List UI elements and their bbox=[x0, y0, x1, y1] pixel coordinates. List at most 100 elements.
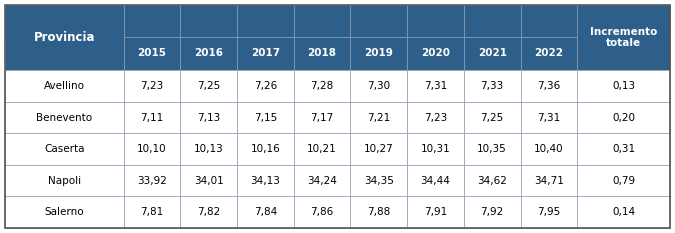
Text: 7,92: 7,92 bbox=[481, 207, 504, 217]
Text: 7,86: 7,86 bbox=[310, 207, 333, 217]
Text: 34,01: 34,01 bbox=[194, 176, 223, 186]
Text: Benevento: Benevento bbox=[36, 113, 92, 123]
Bar bbox=[520, 70, 577, 102]
Bar bbox=[520, 196, 577, 228]
Bar bbox=[577, 70, 670, 102]
Bar bbox=[5, 70, 124, 102]
Bar bbox=[464, 37, 520, 70]
Bar bbox=[124, 5, 180, 37]
Text: 7,33: 7,33 bbox=[481, 81, 504, 91]
Bar bbox=[520, 134, 577, 165]
Bar bbox=[237, 134, 294, 165]
Text: 7,82: 7,82 bbox=[197, 207, 220, 217]
Bar bbox=[407, 102, 464, 134]
Text: Avellino: Avellino bbox=[44, 81, 85, 91]
Bar bbox=[350, 5, 407, 37]
Bar bbox=[237, 165, 294, 196]
Text: 34,35: 34,35 bbox=[364, 176, 394, 186]
Bar bbox=[350, 196, 407, 228]
Text: 7,88: 7,88 bbox=[367, 207, 390, 217]
Bar bbox=[237, 196, 294, 228]
Text: 34,71: 34,71 bbox=[534, 176, 564, 186]
Bar bbox=[407, 196, 464, 228]
Text: 7,11: 7,11 bbox=[140, 113, 163, 123]
Bar bbox=[5, 134, 124, 165]
Bar bbox=[124, 70, 180, 102]
Text: 10,27: 10,27 bbox=[364, 144, 394, 154]
Text: Caserta: Caserta bbox=[44, 144, 84, 154]
Text: 0,79: 0,79 bbox=[612, 176, 635, 186]
Text: 10,35: 10,35 bbox=[477, 144, 507, 154]
Text: 10,16: 10,16 bbox=[250, 144, 280, 154]
Bar bbox=[180, 134, 237, 165]
Bar bbox=[237, 5, 294, 37]
Text: 7,17: 7,17 bbox=[310, 113, 333, 123]
Bar bbox=[520, 5, 577, 37]
Bar bbox=[294, 134, 350, 165]
Text: 7,28: 7,28 bbox=[310, 81, 333, 91]
Bar bbox=[407, 37, 464, 70]
Bar bbox=[407, 134, 464, 165]
Text: 10,10: 10,10 bbox=[137, 144, 167, 154]
Text: Incremento
totale: Incremento totale bbox=[590, 27, 657, 48]
Bar bbox=[577, 5, 670, 37]
Text: 7,30: 7,30 bbox=[367, 81, 390, 91]
Text: 0,31: 0,31 bbox=[612, 144, 635, 154]
Bar bbox=[294, 196, 350, 228]
Bar bbox=[350, 102, 407, 134]
Bar bbox=[464, 70, 520, 102]
Text: 2017: 2017 bbox=[251, 48, 280, 58]
Bar bbox=[294, 165, 350, 196]
Bar bbox=[520, 102, 577, 134]
Bar bbox=[350, 165, 407, 196]
Text: 0,14: 0,14 bbox=[612, 207, 635, 217]
Bar bbox=[294, 37, 350, 70]
Text: 2019: 2019 bbox=[364, 48, 393, 58]
Bar bbox=[350, 70, 407, 102]
Text: 2022: 2022 bbox=[535, 48, 564, 58]
Bar bbox=[294, 70, 350, 102]
Text: 10,21: 10,21 bbox=[307, 144, 337, 154]
Text: 7,91: 7,91 bbox=[424, 207, 447, 217]
Text: 2018: 2018 bbox=[308, 48, 337, 58]
Text: Napoli: Napoli bbox=[48, 176, 81, 186]
Bar bbox=[5, 5, 124, 37]
Bar bbox=[464, 5, 520, 37]
Bar bbox=[180, 165, 237, 196]
Bar bbox=[464, 196, 520, 228]
Text: 7,21: 7,21 bbox=[367, 113, 390, 123]
Bar bbox=[5, 196, 124, 228]
Text: 7,25: 7,25 bbox=[481, 113, 504, 123]
Bar bbox=[180, 196, 237, 228]
Text: 2015: 2015 bbox=[138, 48, 167, 58]
Bar bbox=[407, 70, 464, 102]
Bar bbox=[577, 102, 670, 134]
Text: 0,20: 0,20 bbox=[612, 113, 635, 123]
Bar bbox=[407, 5, 464, 37]
Bar bbox=[577, 134, 670, 165]
Bar bbox=[520, 37, 577, 70]
Text: 33,92: 33,92 bbox=[137, 176, 167, 186]
Text: 0,13: 0,13 bbox=[612, 81, 635, 91]
Bar bbox=[577, 196, 670, 228]
Text: 7,84: 7,84 bbox=[254, 207, 277, 217]
Text: 7,31: 7,31 bbox=[537, 113, 560, 123]
Bar bbox=[237, 102, 294, 134]
Text: 34,44: 34,44 bbox=[421, 176, 450, 186]
Text: 34,62: 34,62 bbox=[477, 176, 507, 186]
Bar bbox=[124, 165, 180, 196]
Bar bbox=[464, 102, 520, 134]
Bar bbox=[350, 37, 407, 70]
Bar bbox=[5, 165, 124, 196]
Bar bbox=[237, 70, 294, 102]
Bar bbox=[464, 134, 520, 165]
Bar bbox=[294, 102, 350, 134]
Bar bbox=[237, 37, 294, 70]
Text: 7,23: 7,23 bbox=[140, 81, 163, 91]
Bar bbox=[124, 134, 180, 165]
Bar bbox=[350, 134, 407, 165]
Bar bbox=[5, 5, 124, 70]
Text: 7,13: 7,13 bbox=[197, 113, 220, 123]
Bar bbox=[124, 102, 180, 134]
Text: 7,23: 7,23 bbox=[424, 113, 447, 123]
